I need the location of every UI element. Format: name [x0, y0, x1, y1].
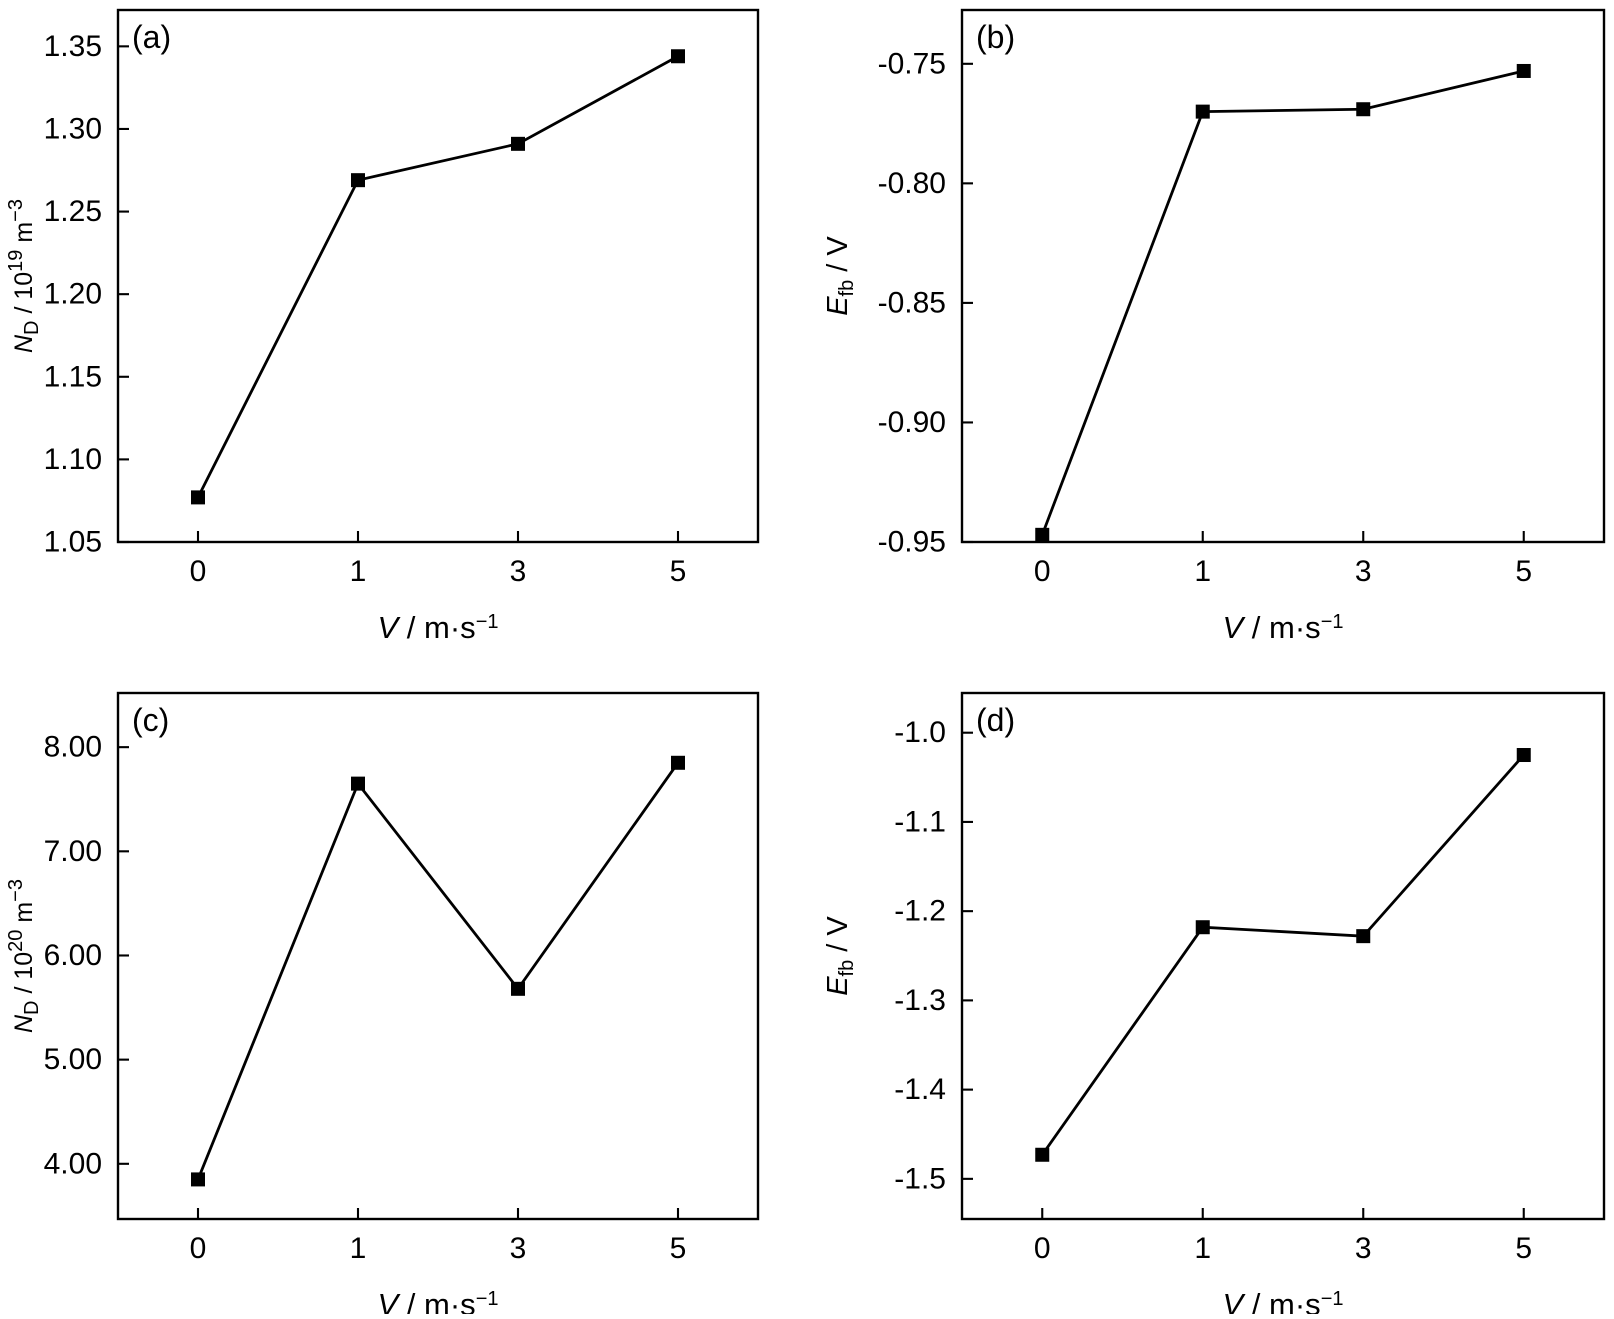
svg-text:-1.3: -1.3	[894, 984, 946, 1017]
svg-text:1.15: 1.15	[44, 360, 102, 393]
svg-text:5.00: 5.00	[44, 1043, 102, 1076]
svg-text:V / m·s−1: V / m·s−1	[378, 1287, 499, 1314]
svg-text:V / m·s−1: V / m·s−1	[1223, 1287, 1344, 1314]
svg-text:-0.75: -0.75	[878, 47, 946, 80]
svg-text:(b): (b)	[976, 19, 1015, 55]
svg-text:1.25: 1.25	[44, 195, 102, 228]
svg-text:-1.5: -1.5	[894, 1162, 946, 1195]
svg-text:3: 3	[1355, 1232, 1372, 1265]
svg-text:1.35: 1.35	[44, 30, 102, 63]
svg-text:5: 5	[670, 555, 687, 588]
svg-text:-0.95: -0.95	[878, 526, 946, 559]
svg-text:3: 3	[510, 555, 527, 588]
svg-text:Efb / V: Efb / V	[822, 236, 858, 316]
svg-text:6.00: 6.00	[44, 939, 102, 972]
svg-text:1: 1	[350, 555, 367, 588]
svg-text:1: 1	[1194, 1232, 1211, 1265]
svg-text:1.30: 1.30	[44, 112, 102, 145]
svg-text:3: 3	[510, 1232, 527, 1265]
svg-text:-1.4: -1.4	[894, 1073, 946, 1106]
svg-text:V / m·s−1: V / m·s−1	[378, 610, 499, 645]
svg-text:-0.90: -0.90	[878, 406, 946, 439]
svg-text:(c): (c)	[132, 702, 169, 738]
svg-text:5: 5	[670, 1232, 687, 1265]
svg-text:-1.2: -1.2	[894, 895, 946, 928]
svg-text:-0.80: -0.80	[878, 167, 946, 200]
svg-text:0: 0	[190, 555, 207, 588]
svg-text:7.00: 7.00	[44, 835, 102, 868]
svg-text:1: 1	[350, 1232, 367, 1265]
svg-text:5: 5	[1515, 555, 1532, 588]
svg-text:ND / 1019 m−3: ND / 1019 m−3	[5, 199, 43, 353]
svg-text:(d): (d)	[976, 702, 1015, 738]
svg-text:1: 1	[1194, 555, 1211, 588]
svg-text:-0.85: -0.85	[878, 286, 946, 319]
svg-text:ND / 1020 m−3: ND / 1020 m−3	[5, 879, 43, 1033]
svg-text:1.05: 1.05	[44, 526, 102, 559]
svg-text:0: 0	[190, 1232, 207, 1265]
svg-text:5: 5	[1515, 1232, 1532, 1265]
svg-text:8.00: 8.00	[44, 731, 102, 764]
svg-text:0: 0	[1034, 1232, 1051, 1265]
svg-text:-1.1: -1.1	[894, 805, 946, 838]
svg-text:-1.0: -1.0	[894, 716, 946, 749]
svg-text:V / m·s−1: V / m·s−1	[1223, 610, 1344, 645]
svg-text:4.00: 4.00	[44, 1147, 102, 1180]
svg-text:Efb / V: Efb / V	[822, 916, 858, 996]
svg-text:1.20: 1.20	[44, 278, 102, 311]
svg-text:3: 3	[1355, 555, 1372, 588]
svg-text:0: 0	[1034, 555, 1051, 588]
svg-text:1.10: 1.10	[44, 443, 102, 476]
svg-text:(a): (a)	[132, 19, 171, 55]
